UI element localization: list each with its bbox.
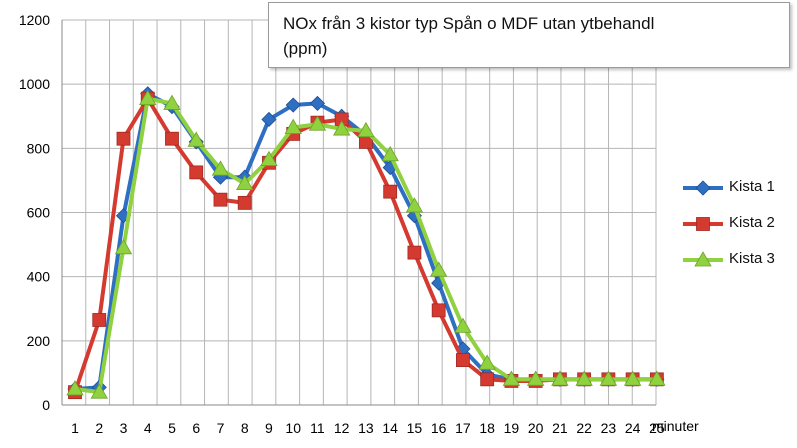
data-point-square bbox=[696, 217, 710, 231]
legend-marker-diamond bbox=[683, 180, 723, 196]
data-point-triangle bbox=[66, 380, 84, 396]
legend-item-kista-1: Kista 1 bbox=[683, 178, 793, 214]
x-axis-label: minuter bbox=[652, 418, 699, 434]
x-tick-label: 8 bbox=[241, 420, 249, 436]
x-tick-label: 7 bbox=[217, 420, 225, 436]
data-point-square bbox=[431, 303, 446, 318]
x-tick-label: 2 bbox=[95, 420, 103, 436]
x-tick-label: 23 bbox=[601, 420, 617, 436]
legend-item-kista-2: Kista 2 bbox=[683, 214, 793, 250]
x-tick-label: 11 bbox=[310, 420, 325, 436]
legend-marker-triangle bbox=[683, 251, 723, 267]
data-point-triangle bbox=[623, 370, 642, 386]
data-point-square bbox=[456, 353, 470, 367]
data-point-square bbox=[407, 245, 422, 260]
data-point-triangle bbox=[694, 251, 712, 267]
data-point-triangle bbox=[526, 370, 545, 386]
data-point-square bbox=[116, 131, 131, 146]
x-tick-label: 19 bbox=[504, 420, 520, 436]
x-tick-label: 10 bbox=[285, 420, 301, 436]
legend-item-kista-3: Kista 3 bbox=[683, 250, 793, 286]
x-tick-label: 12 bbox=[334, 420, 350, 436]
data-point-triangle bbox=[284, 118, 302, 134]
data-point-square bbox=[189, 165, 204, 180]
data-point-square bbox=[237, 195, 252, 210]
legend-label: Kista 1 bbox=[729, 178, 775, 195]
data-point-triangle bbox=[236, 174, 254, 191]
x-tick-label: 13 bbox=[358, 420, 374, 436]
data-point-triangle bbox=[114, 238, 133, 255]
series-kista-2 bbox=[68, 91, 664, 400]
x-tick-label: 1 bbox=[71, 420, 79, 436]
data-point-triangle bbox=[478, 354, 496, 370]
data-point-triangle bbox=[381, 145, 399, 162]
data-point-triangle bbox=[139, 89, 157, 106]
data-point-diamond bbox=[261, 111, 277, 128]
data-point-triangle bbox=[308, 115, 327, 131]
series-kista-3 bbox=[66, 89, 666, 399]
data-point-triangle bbox=[551, 370, 569, 386]
y-tick-label: 400 bbox=[27, 269, 51, 285]
x-tick-label: 14 bbox=[382, 420, 398, 436]
data-point-triangle bbox=[648, 370, 666, 386]
x-tick-label: 3 bbox=[120, 420, 128, 436]
y-tick-label: 0 bbox=[42, 397, 50, 413]
legend-label: Kista 3 bbox=[729, 250, 775, 267]
x-tick-label: 5 bbox=[168, 420, 176, 436]
x-tick-label: 22 bbox=[576, 420, 592, 436]
legend-marker-square bbox=[683, 217, 723, 231]
x-tick-label: 18 bbox=[479, 420, 495, 436]
y-axis-ticks: 0 200 400 600 800 1000 1200 bbox=[19, 12, 50, 413]
data-point-square bbox=[213, 192, 228, 207]
data-point-triangle bbox=[454, 317, 472, 333]
data-point-triangle bbox=[357, 121, 375, 138]
y-tick-label: 200 bbox=[27, 333, 51, 349]
y-tick-label: 1000 bbox=[19, 76, 50, 92]
chart-title: NOx från 3 kistor typ Spån o MDF utan yt… bbox=[268, 2, 790, 68]
data-point-triangle bbox=[599, 370, 618, 386]
legend: Kista 1 Kista 2 Kista 3 bbox=[683, 178, 793, 286]
data-point-triangle bbox=[90, 383, 108, 399]
y-tick-label: 1200 bbox=[19, 12, 50, 28]
data-point-triangle bbox=[502, 370, 521, 386]
data-point-triangle bbox=[260, 150, 278, 166]
y-tick-label: 600 bbox=[27, 205, 51, 221]
data-point-square bbox=[480, 372, 495, 387]
data-point-square bbox=[165, 131, 179, 146]
data-point-triangle bbox=[211, 160, 230, 176]
chart-title-line-2: (ppm) bbox=[283, 39, 328, 58]
y-tick-label: 800 bbox=[27, 140, 51, 156]
data-point-triangle bbox=[405, 197, 424, 213]
x-tick-label: 4 bbox=[144, 420, 152, 436]
chart-title-line-1: NOx från 3 kistor typ Spån o MDF utan yt… bbox=[283, 14, 655, 33]
data-point-diamond bbox=[695, 180, 711, 196]
data-point-triangle bbox=[333, 120, 351, 136]
data-point-square bbox=[92, 313, 107, 327]
grid-lines bbox=[61, 19, 657, 406]
x-tick-label: 20 bbox=[528, 420, 544, 436]
data-point-square bbox=[383, 184, 398, 199]
x-tick-label: 15 bbox=[407, 420, 423, 436]
x-tick-label: 21 bbox=[552, 420, 568, 436]
data-point-diamond bbox=[309, 95, 326, 111]
x-tick-label: 9 bbox=[265, 420, 273, 436]
data-point-triangle bbox=[575, 370, 593, 386]
legend-label: Kista 2 bbox=[729, 214, 775, 231]
data-point-diamond bbox=[285, 97, 301, 113]
x-tick-label: 25 bbox=[649, 420, 665, 436]
x-tick-label: 16 bbox=[431, 420, 447, 436]
series-layer bbox=[66, 86, 666, 400]
data-point-triangle bbox=[429, 261, 448, 277]
x-axis-ticks: 1 2 3 4 5 6 7 8 9 10 11 12 13 14 15 16 17 18 19 20 21 22 23 24 2… bbox=[71, 420, 665, 436]
x-tick-label: 6 bbox=[192, 420, 200, 436]
x-tick-label: 17 bbox=[455, 420, 471, 436]
x-tick-label: 24 bbox=[625, 420, 641, 436]
data-point-triangle bbox=[163, 94, 181, 110]
data-point-triangle bbox=[187, 131, 205, 147]
